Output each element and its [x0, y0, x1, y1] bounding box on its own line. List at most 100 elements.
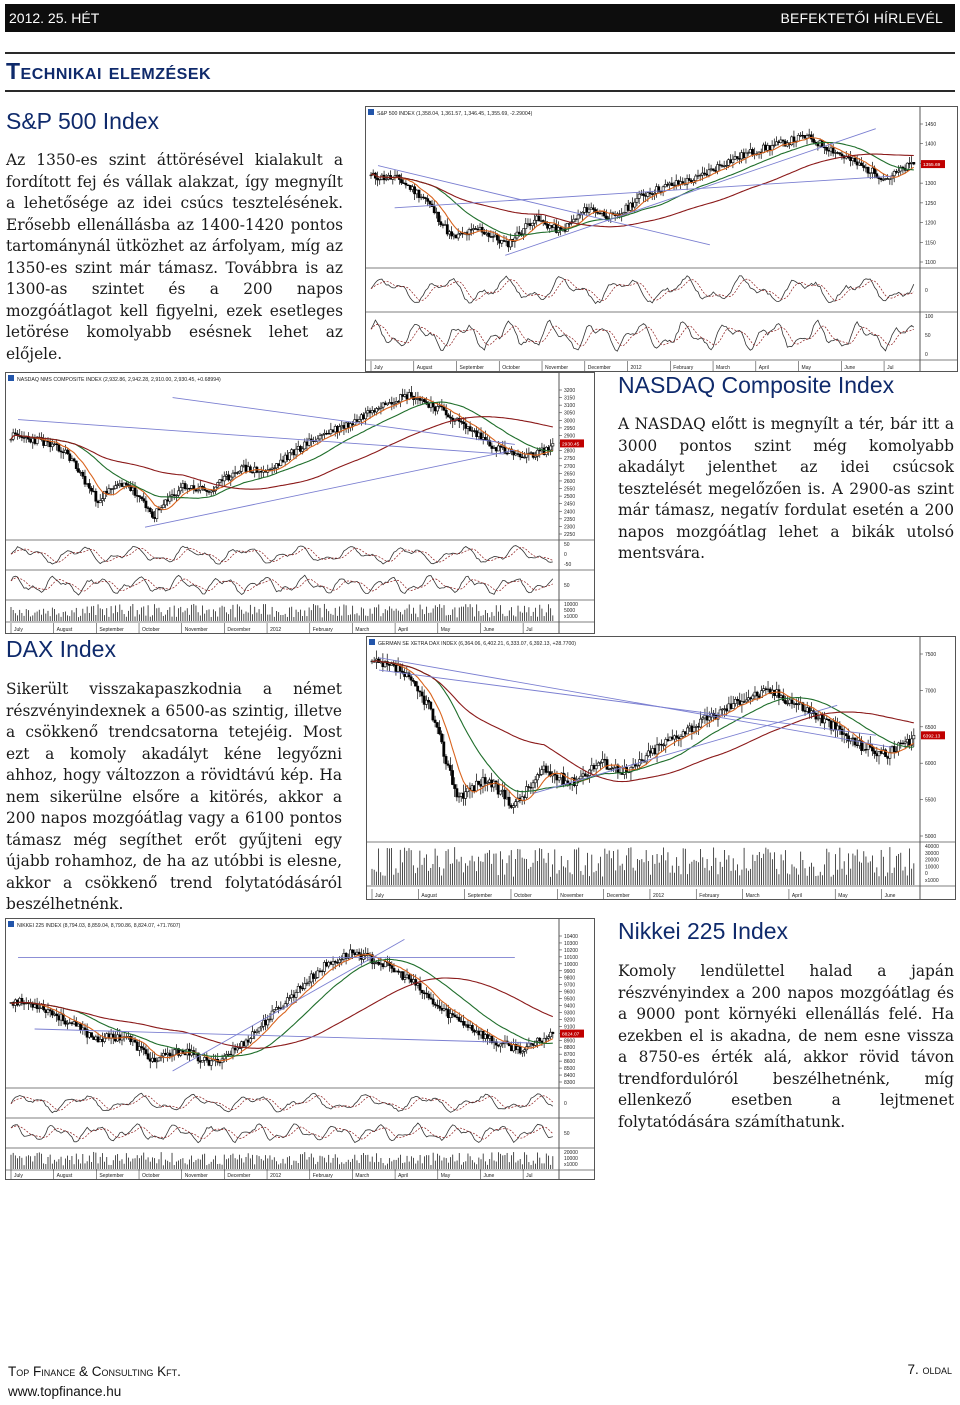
- dax-candle-body: [422, 695, 426, 705]
- nasdaq-ma-long-line: [10, 416, 553, 490]
- nikkei-price-tick-label: 10200: [564, 948, 578, 954]
- sp500-candle-body: [748, 149, 752, 154]
- nikkei-candle-body: [129, 1036, 133, 1043]
- nikkei-candle-body: [172, 1049, 176, 1056]
- nikkei-candle-body: [416, 983, 420, 986]
- sp500-candle-body: [681, 181, 685, 184]
- sp500-candle-body: [419, 196, 423, 199]
- nikkei-candle-body: [248, 1038, 252, 1043]
- dax-title: DAX Index: [6, 636, 116, 662]
- sp500-candle-body: [838, 152, 842, 155]
- nasdaq-candle-body: [331, 429, 335, 433]
- sp500-panel-tick-label: 100: [925, 314, 934, 320]
- nasdaq-panel-tick-label: 50: [564, 542, 570, 548]
- dax-price-tick-label: 6000: [925, 761, 936, 767]
- dax-candle-body: [527, 786, 531, 788]
- dax-candle-body: [505, 796, 509, 800]
- dax-candle-body: [590, 765, 594, 771]
- sp500-candle-body: [851, 157, 855, 162]
- sp500-candle-body: [408, 185, 412, 190]
- nasdaq-candle-body: [475, 430, 479, 437]
- sp500-trendline: [377, 165, 710, 246]
- sp500-candle-body: [600, 211, 604, 214]
- nasdaq-title: NASDAQ Composite Index: [618, 372, 895, 398]
- dax-month-label: September: [468, 893, 493, 899]
- nasdaq-candle-body: [142, 498, 146, 502]
- nasdaq-candle-body: [392, 402, 396, 405]
- nikkei-price-tick-label: 9600: [564, 990, 575, 996]
- nikkei-candle-body: [451, 1013, 455, 1016]
- dax-price-tick-label: 5500: [925, 798, 936, 804]
- sp500-candle-body: [552, 224, 556, 228]
- footer-website[interactable]: www.topfinance.hu: [8, 1384, 122, 1399]
- nikkei-candle-body: [201, 1059, 204, 1063]
- sp500-candle-body: [650, 193, 654, 195]
- sp500-candle-body: [855, 161, 859, 166]
- nasdaq-price-tick-label: 2650: [564, 471, 575, 477]
- sp500-candle-body: [589, 207, 593, 210]
- sp500-month-label: Jul: [887, 365, 893, 371]
- dax-candle-body: [790, 699, 794, 704]
- nikkei-oscillator-signal: [10, 1125, 554, 1140]
- dax-candle-body: [831, 721, 835, 731]
- dax-candle-body: [733, 699, 737, 704]
- nasdaq-candle-body: [429, 402, 433, 408]
- nikkei-candle-body: [166, 1052, 170, 1055]
- dax-candle-body: [522, 796, 526, 798]
- nasdaq-candle-body: [366, 410, 370, 414]
- sp500-candle-body: [567, 223, 571, 225]
- nasdaq-candle-body: [151, 511, 154, 518]
- sp500-candle-body: [411, 186, 414, 190]
- nasdaq-candle-body: [538, 449, 542, 452]
- nasdaq-candle-body: [364, 412, 368, 420]
- dax-panel-tick-label: 30000: [925, 851, 939, 857]
- sp500-candle-body: [528, 223, 532, 226]
- nikkei-month-label: February: [313, 1173, 334, 1179]
- sp500-candle-body: [629, 202, 632, 211]
- nasdaq-price-tick-label: 3000: [564, 418, 575, 424]
- nikkei-candle-body: [433, 1003, 437, 1006]
- sp500-candle-body: [400, 179, 403, 184]
- nasdaq-candle-body: [505, 452, 509, 455]
- nasdaq-candle-body: [394, 401, 398, 404]
- nikkei-ma-long-line: [10, 977, 554, 1049]
- nikkei-candle-body: [63, 1020, 67, 1025]
- dax-ma-long-line: [371, 660, 914, 783]
- dax-candle-body: [601, 758, 605, 763]
- nasdaq-candle-body: [403, 394, 407, 397]
- nikkei-candle-body: [429, 997, 433, 1000]
- sp500-candle-body: [637, 193, 641, 199]
- nikkei-candle-body: [475, 1030, 479, 1033]
- sp500-candle-body: [740, 152, 744, 160]
- nikkei-candle-body: [312, 973, 315, 979]
- nikkei-candle-body: [168, 1052, 172, 1057]
- sp500-candle-body: [467, 229, 471, 236]
- nasdaq-candle-body: [246, 466, 250, 472]
- sp500-candle-body: [576, 214, 580, 220]
- nikkei-candle-body: [390, 965, 394, 969]
- nikkei-candle-body: [331, 961, 335, 965]
- nikkei-price-tick-label: 9100: [564, 1024, 575, 1030]
- nasdaq-candle-body: [490, 445, 494, 449]
- sp500-candle-body: [635, 198, 639, 203]
- sp500-ma-short-line: [370, 136, 915, 242]
- dax-candle-body: [540, 769, 544, 775]
- nasdaq-candle-body: [322, 432, 326, 435]
- nikkei-candle-body: [142, 1047, 146, 1050]
- nasdaq-candle-body: [460, 421, 463, 423]
- dax-candle-body: [609, 767, 613, 770]
- sp500-candle-body: [476, 228, 480, 231]
- dax-candle-body: [664, 739, 668, 746]
- dax-candle-body: [757, 695, 761, 698]
- nikkei-candle-body: [520, 1051, 524, 1054]
- sp500-candle-body: [406, 184, 410, 186]
- nasdaq-month-label: 2012: [270, 627, 281, 633]
- nasdaq-candle-body: [303, 441, 307, 450]
- dax-month-label: August: [421, 893, 437, 899]
- sp500-price-tick-label: 1450: [925, 122, 936, 128]
- nasdaq-candle-body: [357, 419, 361, 422]
- dax-candle-body: [838, 725, 842, 730]
- nikkei-candle-body: [381, 963, 385, 968]
- nikkei-month-label: November: [185, 1173, 208, 1179]
- nikkei-candle-body: [246, 1039, 250, 1043]
